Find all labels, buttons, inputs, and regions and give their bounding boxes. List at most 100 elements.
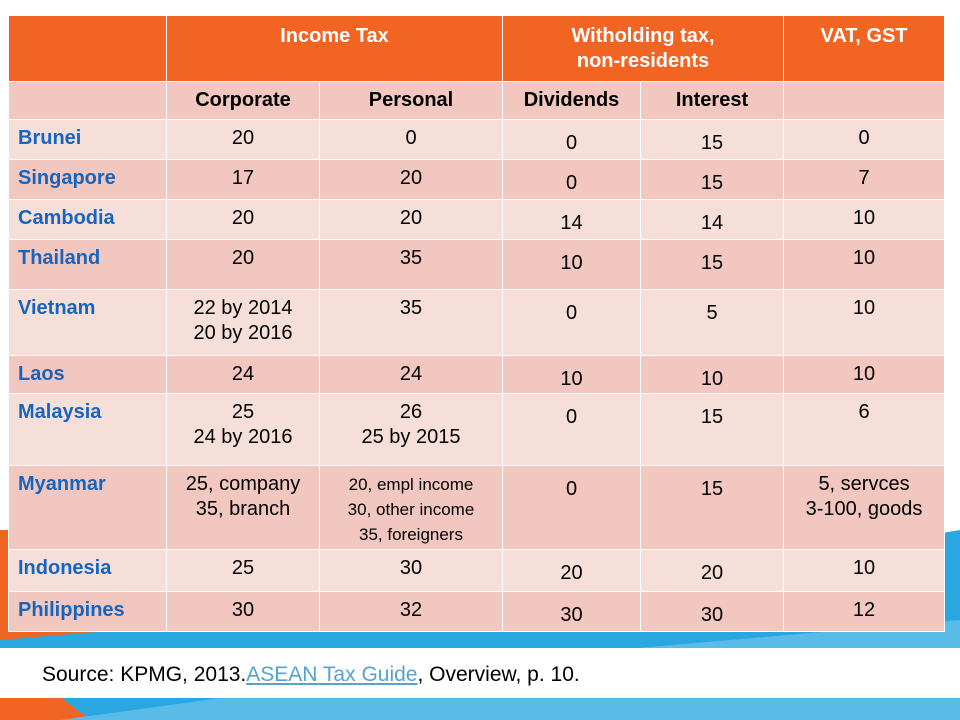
personal-cell-text: 35: [399, 297, 423, 319]
interest-cell-text: 15: [700, 172, 724, 194]
interest-cell-text: 15: [700, 132, 724, 154]
country-cell-text: Cambodia: [18, 207, 115, 229]
dividends-cell-text: 0: [565, 406, 578, 428]
corporate-cell-text: 20: [231, 207, 255, 229]
corporate-cell: 20: [166, 239, 320, 290]
vat-cell-text: 10: [852, 247, 876, 269]
personal-cell: 0: [319, 119, 503, 160]
vat-cell-text: 5, servces: [818, 473, 910, 495]
interest-cell-text: 15: [700, 478, 724, 500]
interest-cell-text: 5: [706, 302, 718, 324]
subheader-personal: Personal: [319, 81, 503, 120]
dividends-cell-text: 0: [565, 478, 578, 500]
country-cell-text: Vietnam: [18, 297, 96, 319]
table-row: Indonesia 25 30 20 20 10: [8, 549, 946, 592]
country-cell: Myanmar: [8, 465, 167, 550]
corporate-cell: 25: [166, 549, 320, 592]
personal-cell-text: 20: [399, 167, 423, 189]
personal-cell-text: 0: [405, 127, 417, 149]
vat-cell: 7: [783, 159, 946, 200]
country-cell: Brunei: [8, 119, 167, 160]
personal-cell-text: 20, empl income: [348, 475, 474, 494]
personal-cell-text: 20: [399, 207, 423, 229]
vat-cell-text: 3-100, goods: [805, 498, 923, 520]
personal-cell-text: 24: [399, 363, 423, 385]
source-prefix: Source: KPMG, 2013.: [42, 663, 247, 686]
interest-cell: 15: [639, 239, 785, 290]
source-citation: Source: KPMG, 2013.ASEAN Tax Guide, Over…: [42, 663, 580, 687]
personal-cell: 30: [319, 549, 503, 592]
table-row: Cambodia 20 20 14 14 10: [8, 199, 946, 240]
subheader-vat-empty: [783, 81, 946, 120]
corporate-cell-text: 20: [231, 127, 255, 149]
corporate-cell-text: 22 by 2014: [193, 297, 293, 319]
country-cell-text: Thailand: [18, 247, 101, 269]
corporate-cell-text: 20: [231, 247, 255, 269]
subheader-corporate: Corporate: [166, 81, 320, 120]
personal-cell: 35: [319, 289, 503, 356]
corporate-cell-text: 24: [231, 363, 255, 385]
interest-cell: 5: [639, 289, 785, 356]
country-cell-text: Singapore: [18, 167, 116, 189]
vat-cell-text: 10: [852, 557, 876, 579]
dividends-cell: 20: [502, 549, 641, 592]
interest-cell-text: 10: [700, 368, 724, 390]
vat-cell-text: 6: [858, 401, 870, 423]
dividends-cell-text: 0: [565, 132, 578, 154]
vat-cell: 10: [783, 239, 946, 290]
interest-cell: 15: [639, 119, 785, 160]
vat-cell-text: 7: [858, 167, 870, 189]
personal-cell-text: 30, other income: [347, 500, 475, 519]
vat-cell: 10: [783, 289, 946, 356]
country-cell-text: Malaysia: [18, 401, 102, 423]
personal-cell: 26 25 by 2015: [319, 393, 503, 466]
dividends-cell-text: 20: [560, 562, 583, 584]
table-row: Vietnam 22 by 2014 20 by 2016 35 0 5 10: [8, 289, 946, 356]
corporate-cell: 20: [166, 199, 320, 240]
interest-cell: 20: [639, 549, 785, 592]
country-cell: Indonesia: [8, 549, 167, 592]
source-suffix: , Overview, p. 10.: [417, 663, 580, 686]
interest-cell: 30: [639, 591, 785, 632]
header-row: Income Tax Witholding tax, non-residents …: [8, 15, 946, 82]
vat-cell: 10: [783, 355, 946, 394]
personal-cell: 20: [319, 159, 503, 200]
header-vat-gst: VAT, GST: [783, 15, 946, 82]
table-row: Malaysia 25 24 by 2016 26 25 by 2015 0 15 6: [8, 393, 946, 466]
interest-cell: 10: [639, 355, 785, 394]
country-cell-text: Philippines: [18, 599, 125, 621]
corporate-cell-text: 25: [231, 557, 255, 579]
personal-cell-text: 25 by 2015: [361, 426, 461, 448]
vat-cell-text: 10: [852, 297, 876, 319]
corporate-cell-text: 24 by 2016: [193, 426, 293, 448]
interest-cell-text: 15: [700, 252, 724, 274]
personal-cell: 32: [319, 591, 503, 632]
interest-cell-text: 30: [700, 604, 724, 626]
dividends-cell-text: 10: [560, 252, 583, 274]
country-cell: Thailand: [8, 239, 167, 290]
header-withholding-tax: Witholding tax, non-residents: [501, 15, 785, 82]
header-income-tax: Income Tax: [166, 15, 503, 82]
personal-cell-text: 30: [399, 557, 423, 579]
dividends-cell: 10: [502, 239, 641, 290]
vat-cell: 0: [783, 119, 946, 160]
interest-cell: 14: [639, 199, 785, 240]
corporate-cell: 25, company 35, branch: [166, 465, 320, 550]
asean-tax-guide-link[interactable]: ASEAN Tax Guide: [246, 663, 418, 686]
interest-cell-text: 15: [700, 406, 724, 428]
dividends-cell: 10: [502, 355, 641, 394]
corporate-cell-text: 20 by 2016: [193, 322, 293, 344]
vat-cell-text: 10: [852, 207, 876, 229]
dividends-cell-text: 0: [565, 302, 578, 324]
personal-cell-text: 35: [399, 247, 423, 269]
country-cell: Vietnam: [8, 289, 167, 356]
vat-cell-text: 10: [852, 363, 876, 385]
dividends-cell: 0: [502, 289, 641, 356]
country-cell: Laos: [8, 355, 167, 394]
vat-cell: 5, servces 3-100, goods: [783, 465, 946, 550]
vat-cell-text: 0: [858, 127, 870, 149]
dividends-cell: 0: [502, 119, 641, 160]
interest-cell: 15: [639, 159, 785, 200]
table-row: Thailand 20 35 10 15 10: [8, 239, 946, 290]
personal-cell: 20: [319, 199, 503, 240]
